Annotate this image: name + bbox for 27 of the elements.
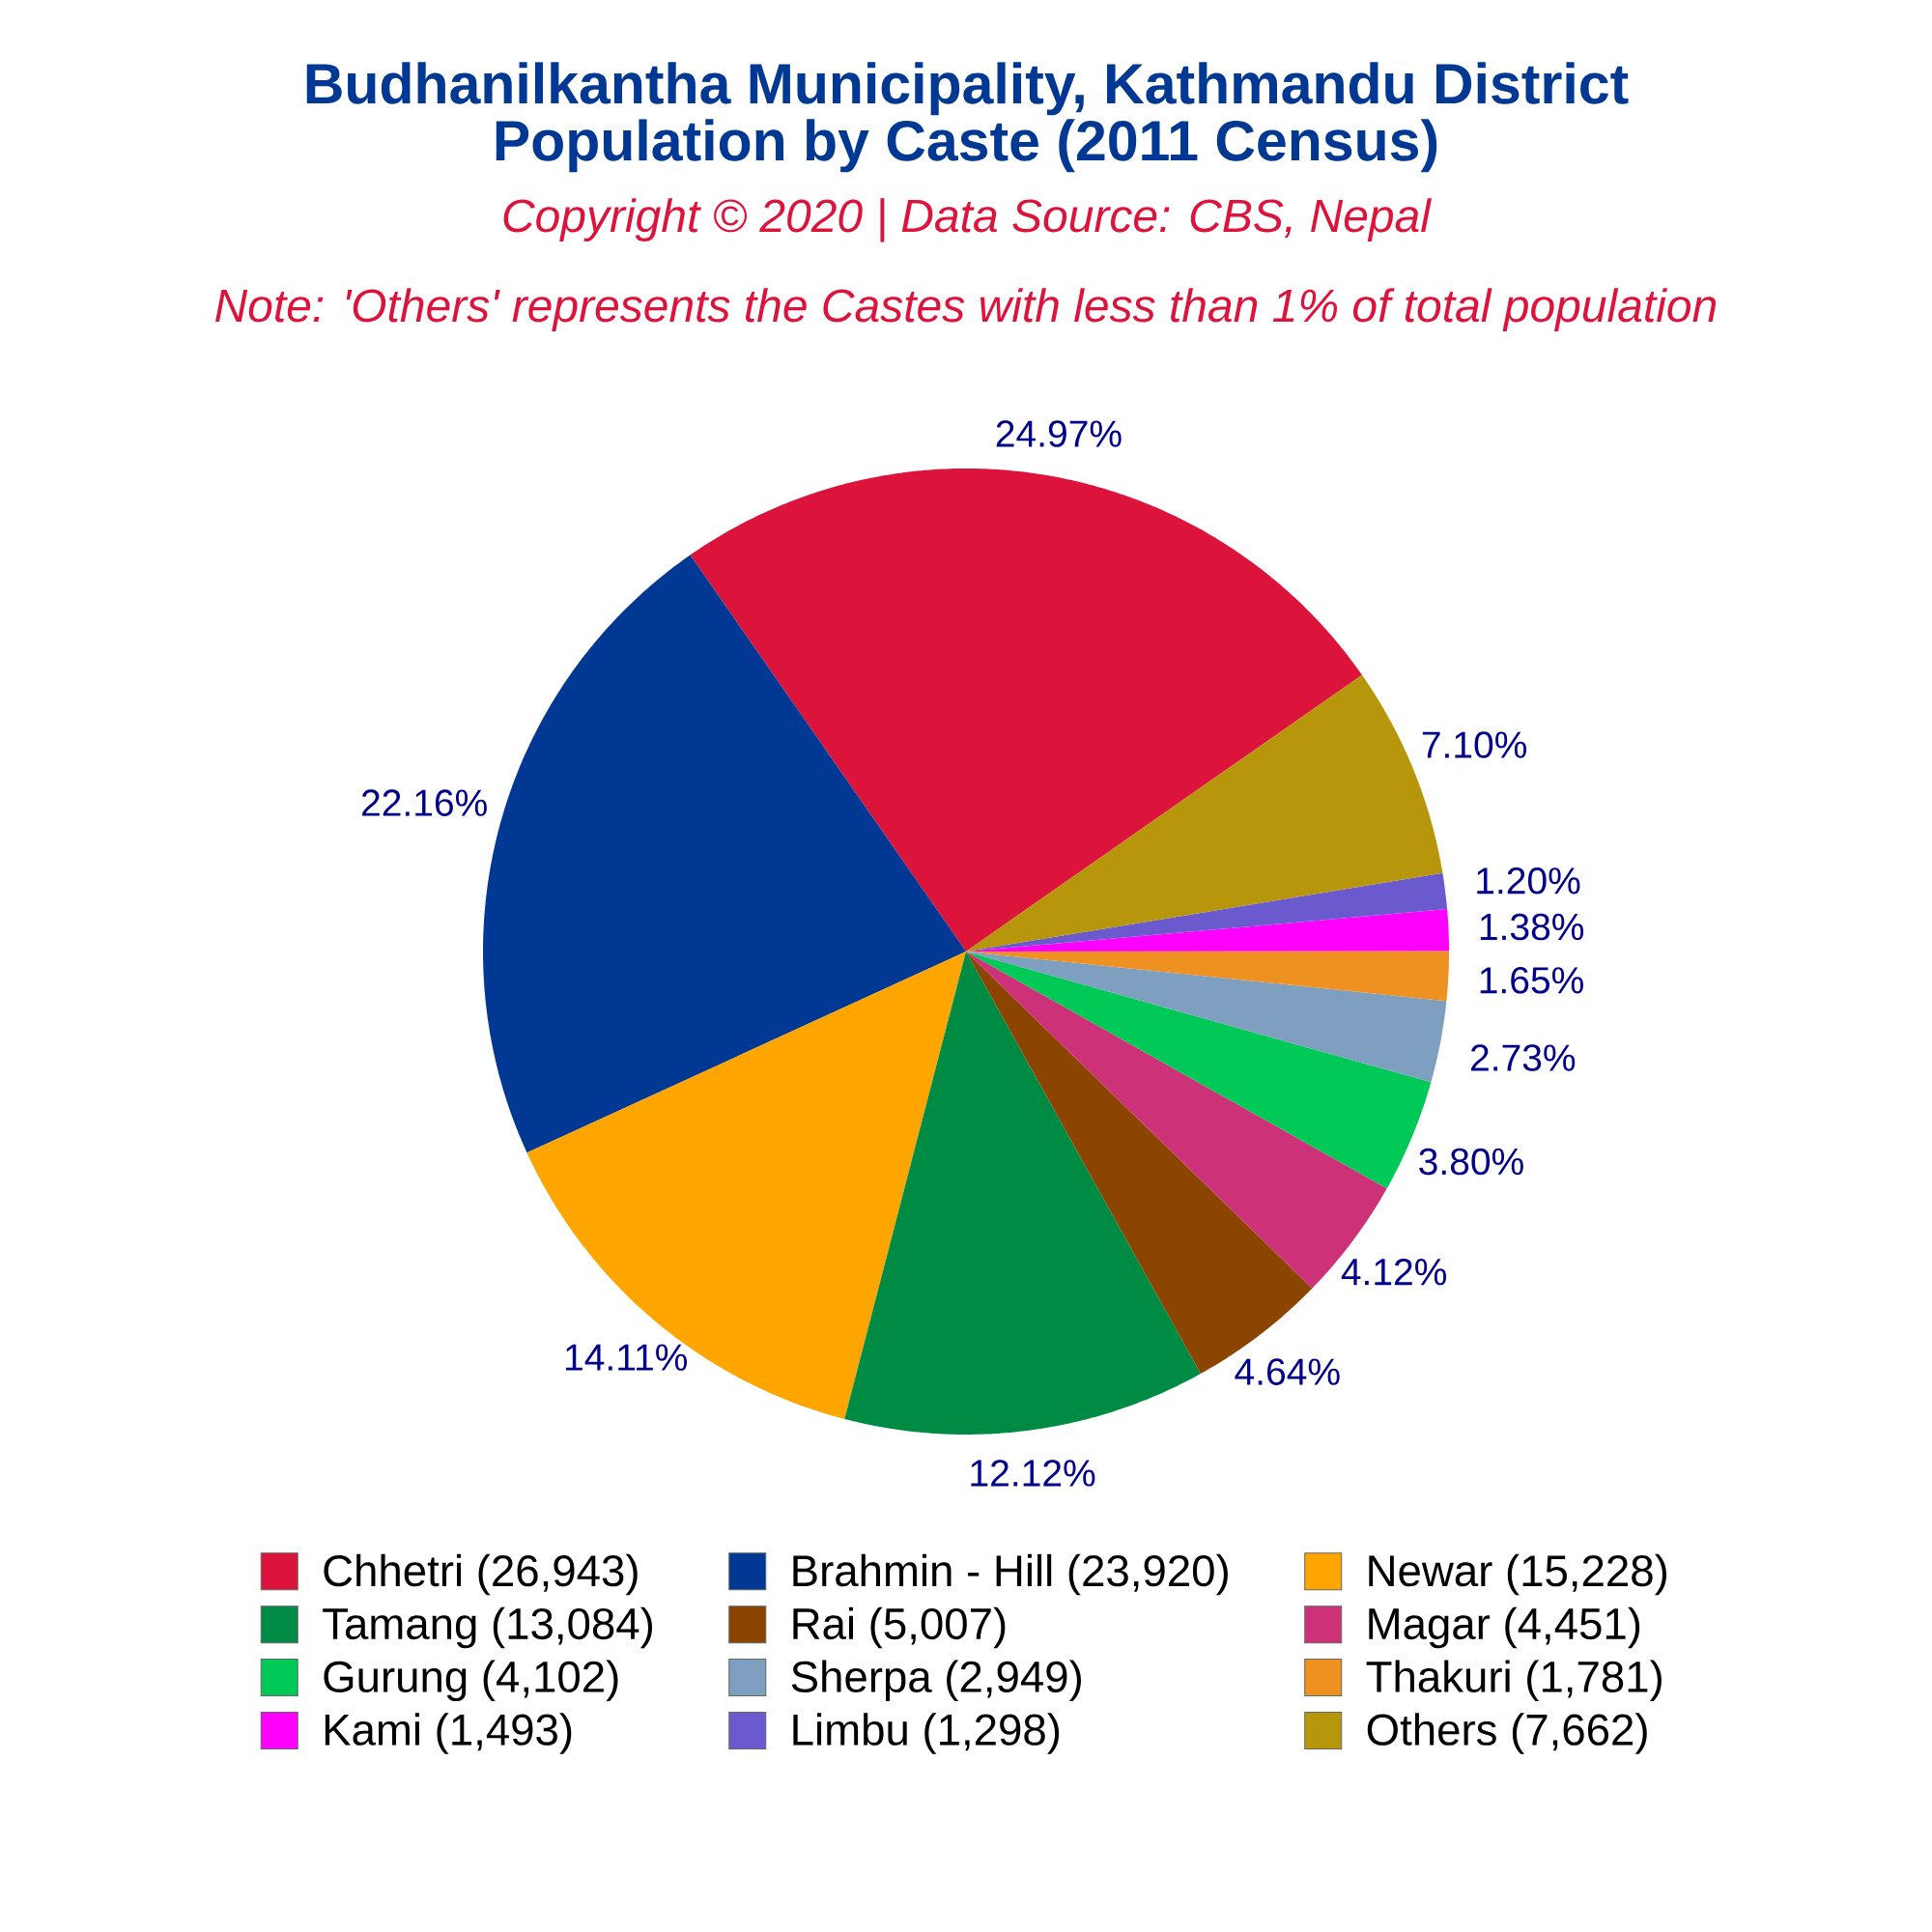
legend-label: Brahmin - Hill (23,920): [793, 1553, 1228, 1596]
legend-label: Thakuri (1,781): [1366, 1660, 1662, 1702]
data-label: 1.38%: [1480, 913, 1584, 941]
data-label: 14.11%: [566, 1344, 688, 1371]
data-label: 4.64%: [1235, 1358, 1340, 1385]
chart-subtitle: Copyright © 2020 | Data Source: CBS, Nepal: [503, 198, 1432, 242]
data-label: 24.97%: [996, 420, 1122, 447]
data-label: 1.20%: [1477, 867, 1580, 895]
data-label: 7.10%: [1422, 731, 1527, 758]
data-label: 4.12%: [1341, 1258, 1447, 1286]
text: Note: 'Others' represents the Castes with less than 1% of total population: [215, 288, 1717, 331]
legend-label: Gurung (4,102): [324, 1660, 618, 1702]
legend-label: Limbu (1,298): [793, 1713, 1060, 1754]
data-label: 1.65%: [1480, 966, 1583, 994]
data-label: 2.73%: [1471, 1044, 1576, 1071]
data-label: 3.80%: [1419, 1148, 1523, 1176]
legend-label: Sherpa (2,949): [791, 1660, 1081, 1702]
legend-label: Magar (4,451): [1369, 1606, 1640, 1649]
legend-label: Chhetri (26,943): [324, 1553, 638, 1596]
legend-label: Newar (15,228): [1369, 1553, 1666, 1596]
legend-label: Kami (1,493): [325, 1713, 572, 1754]
legend-label: Tamang (13,084): [323, 1606, 652, 1649]
data-label: 12.12%: [971, 1460, 1095, 1487]
chart-title: Budhanilkantha Municipality, Kathmandu District Population by Caste (2011 Census): [306, 62, 1629, 173]
legend-label: Rai (5,007): [793, 1606, 1006, 1649]
legend-label: Others (7,662): [1367, 1713, 1647, 1754]
data-label: 22.16%: [362, 789, 487, 816]
